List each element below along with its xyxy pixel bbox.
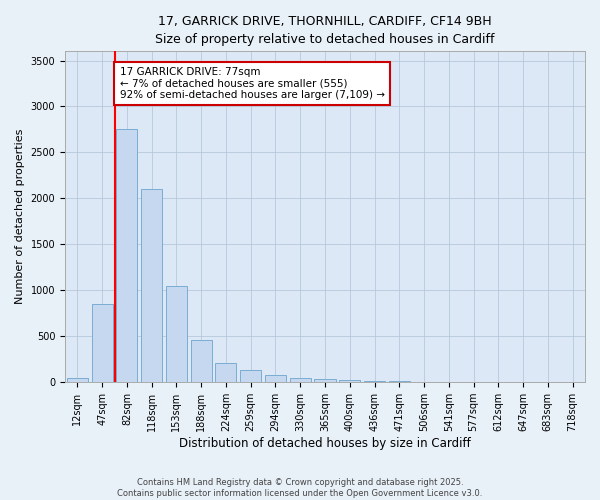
Bar [191,340,212,382]
Bar [265,376,286,382]
X-axis label: Distribution of detached houses by size in Cardiff: Distribution of detached houses by size … [179,437,471,450]
Bar [215,363,236,382]
Bar [92,304,113,382]
Bar [314,380,335,382]
Bar [67,378,88,382]
Bar [240,370,261,382]
Text: 17 GARRICK DRIVE: 77sqm
← 7% of detached houses are smaller (555)
92% of semi-de: 17 GARRICK DRIVE: 77sqm ← 7% of detached… [119,67,385,100]
Bar [116,130,137,382]
Bar [290,378,311,382]
Title: 17, GARRICK DRIVE, THORNHILL, CARDIFF, CF14 9BH
Size of property relative to det: 17, GARRICK DRIVE, THORNHILL, CARDIFF, C… [155,15,495,46]
Text: Contains HM Land Registry data © Crown copyright and database right 2025.
Contai: Contains HM Land Registry data © Crown c… [118,478,482,498]
Bar [166,286,187,382]
Bar [141,189,162,382]
Bar [364,381,385,382]
Y-axis label: Number of detached properties: Number of detached properties [15,129,25,304]
Bar [339,380,360,382]
